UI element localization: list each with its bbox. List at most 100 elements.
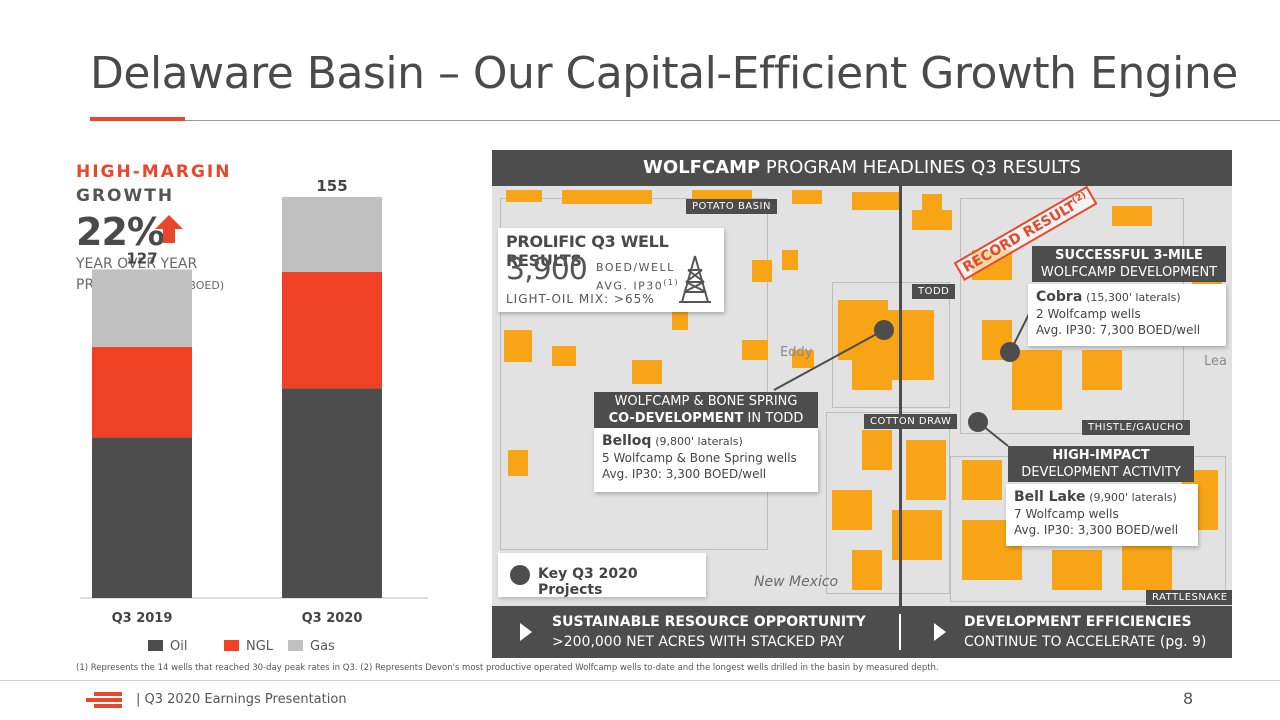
bell-laterals: (9,900' laterals) <box>1089 491 1177 504</box>
bell-line-2: Avg. IP30: 3,300 BOED/well <box>1014 523 1179 537</box>
acreage-patch <box>1082 350 1122 390</box>
cobra-head-1: SUCCESSFUL 3-MILE <box>1055 248 1203 263</box>
map-legend: Key Q3 2020 Projects <box>498 553 706 598</box>
category-label: Q3 2019 <box>112 611 173 626</box>
high-margin-heading: HIGH-MARGIN <box>76 162 232 182</box>
prolific-results-box: PROLIFIC Q3 WELL RESULTS 3,900 BOED/WELL… <box>498 228 724 312</box>
acreage-patch <box>906 440 946 500</box>
acreage-patch <box>742 340 768 360</box>
acreage-patch <box>912 210 952 230</box>
region-tag-potato-basin: POTATO BASIN <box>686 199 777 214</box>
prolific-value: 3,900 <box>506 252 588 287</box>
bar-segment-oil <box>282 388 382 598</box>
bar-segment-ngl <box>92 347 192 438</box>
footnote: (1) Represents the 14 wells that reached… <box>76 663 939 673</box>
project-dot-cobra[interactable] <box>1000 342 1020 362</box>
presentation-name: | Q3 2020 Earnings Presentation <box>136 692 347 707</box>
acreage-patch <box>552 346 576 366</box>
state-line <box>899 186 902 606</box>
cobra-callout: Cobra (15,300' laterals) 2 Wolfcamp well… <box>1028 284 1226 346</box>
footer-right-2: CONTINUE TO ACCELERATE (pg. 9) <box>964 634 1207 650</box>
wolfcamp-map-panel: WOLFCAMP PROGRAM HEADLINES Q3 RESULTS PO… <box>492 150 1232 658</box>
todd-head-2-rest: IN TODD <box>743 411 804 426</box>
acreage-patch <box>888 310 934 380</box>
legend-dot-icon <box>510 565 530 585</box>
cobra-line-2: Avg. IP30: 7,300 BOED/well <box>1036 323 1201 337</box>
todd-callout-header: WOLFCAMP & BONE SPRING CO-DEVELOPMENT IN… <box>594 392 818 428</box>
footer-left-2: >200,000 NET ACRES WITH STACKED PAY <box>552 634 845 650</box>
prolific-unit-sup: (1) <box>663 278 680 287</box>
footer-rule <box>0 680 1280 681</box>
bell-line-1: 7 Wolfcamp wells <box>1014 507 1119 521</box>
prolific-mix: LIGHT-OIL MIX: >65% <box>506 292 655 306</box>
acreage-patch <box>632 360 662 384</box>
footer-left: SUSTAINABLE RESOURCE OPPORTUNITY >200,00… <box>552 612 866 652</box>
place-new-mexico: New Mexico <box>754 574 839 590</box>
belloq-laterals: (9,800' laterals) <box>655 435 743 448</box>
legend-label-oil: Oil <box>170 639 187 654</box>
project-dot-belloq[interactable] <box>874 320 894 340</box>
bar-total-label: 155 <box>316 177 347 195</box>
prolific-unit: BOED/WELL AVG. IP30(1) <box>596 260 679 294</box>
panel-header: WOLFCAMP PROGRAM HEADLINES Q3 RESULTS <box>492 150 1232 186</box>
legend-swatch-ngl <box>224 640 239 651</box>
production-bar-chart: 127 Q3 2019 155 Q3 2020 Oil NGL Gas <box>80 177 428 654</box>
place-eddy: Eddy <box>780 345 813 360</box>
acreage-patch <box>508 450 528 476</box>
footer-right-1: DEVELOPMENT EFFICIENCIES <box>964 614 1192 630</box>
legend-swatch-oil <box>148 640 163 651</box>
belloq-line-2: Avg. IP30: 3,300 BOED/well <box>602 467 767 481</box>
acreage-patch <box>852 360 892 390</box>
oil-derrick-icon <box>679 255 711 303</box>
bell-callout: Bell Lake (9,900' laterals) 7 Wolfcamp w… <box>1006 484 1198 546</box>
title-divider <box>90 120 1280 121</box>
play-arrow-icon <box>520 623 532 641</box>
acreage-patch <box>852 550 882 590</box>
project-dot-bell-lake[interactable] <box>968 412 988 432</box>
acreage-patch <box>752 260 772 282</box>
todd-callout: Belloq (9,800' laterals) 5 Wolfcamp & Bo… <box>594 428 818 492</box>
bell-callout-header: HIGH-IMPACT DEVELOPMENT ACTIVITY <box>1008 446 1194 482</box>
acreage-patch <box>506 190 542 202</box>
panel-header-bold: WOLFCAMP <box>643 157 761 178</box>
bar-segment-gas <box>92 269 192 348</box>
page-number: 8 <box>1183 689 1194 708</box>
legend-label: Key Q3 2020 Projects <box>538 566 638 598</box>
prolific-title: PROLIFIC Q3 WELL RESULTS <box>506 232 669 270</box>
belloq-name: Belloq <box>602 433 652 449</box>
acreage-patch <box>672 310 688 330</box>
belloq-line-1: 5 Wolfcamp & Bone Spring wells <box>602 451 797 465</box>
panel-footer: SUSTAINABLE RESOURCE OPPORTUNITY >200,00… <box>492 606 1232 658</box>
cobra-head-2: WOLFCAMP DEVELOPMENT <box>1040 265 1218 280</box>
footer-left-1: SUSTAINABLE RESOURCE OPPORTUNITY <box>552 614 866 630</box>
category-label: Q3 2020 <box>302 611 363 626</box>
bar-segment-oil <box>92 437 192 598</box>
legend-swatch-gas <box>288 640 303 651</box>
bar-segment-ngl <box>282 271 382 389</box>
legend-label-ngl: NGL <box>246 639 274 654</box>
title-accent-bar <box>90 117 185 121</box>
place-lea: Lea <box>1204 354 1227 369</box>
acreage-patch <box>962 460 1002 500</box>
prolific-unit-1: BOED/WELL <box>596 261 675 274</box>
page-title: Delaware Basin – Our Capital-Efficient G… <box>90 48 1238 99</box>
cobra-name: Cobra <box>1036 289 1083 305</box>
bar-segment-gas <box>282 196 382 272</box>
acreage-patch <box>504 330 532 362</box>
acreage-patch <box>792 190 822 204</box>
panel-header-rest: PROGRAM HEADLINES Q3 RESULTS <box>760 157 1081 178</box>
bell-head-1: HIGH-IMPACT <box>1052 448 1150 463</box>
tract-todd <box>832 282 950 408</box>
footer-divider <box>899 614 901 650</box>
company-logo-icon <box>86 692 122 708</box>
acreage-patch <box>562 190 652 204</box>
todd-head-2-bold: CO-DEVELOPMENT <box>608 411 744 426</box>
acreage-patch <box>832 490 872 530</box>
cobra-callout-header: SUCCESSFUL 3-MILE WOLFCAMP DEVELOPMENT <box>1032 246 1226 282</box>
caption-line-1: YEAR OVER YEAR <box>76 256 198 272</box>
tract-cotton-draw <box>826 412 950 594</box>
acreage-patch <box>862 430 892 470</box>
acreage-patch <box>782 250 798 270</box>
cobra-laterals: (15,300' laterals) <box>1086 291 1181 304</box>
cobra-line-1: 2 Wolfcamp wells <box>1036 307 1141 321</box>
